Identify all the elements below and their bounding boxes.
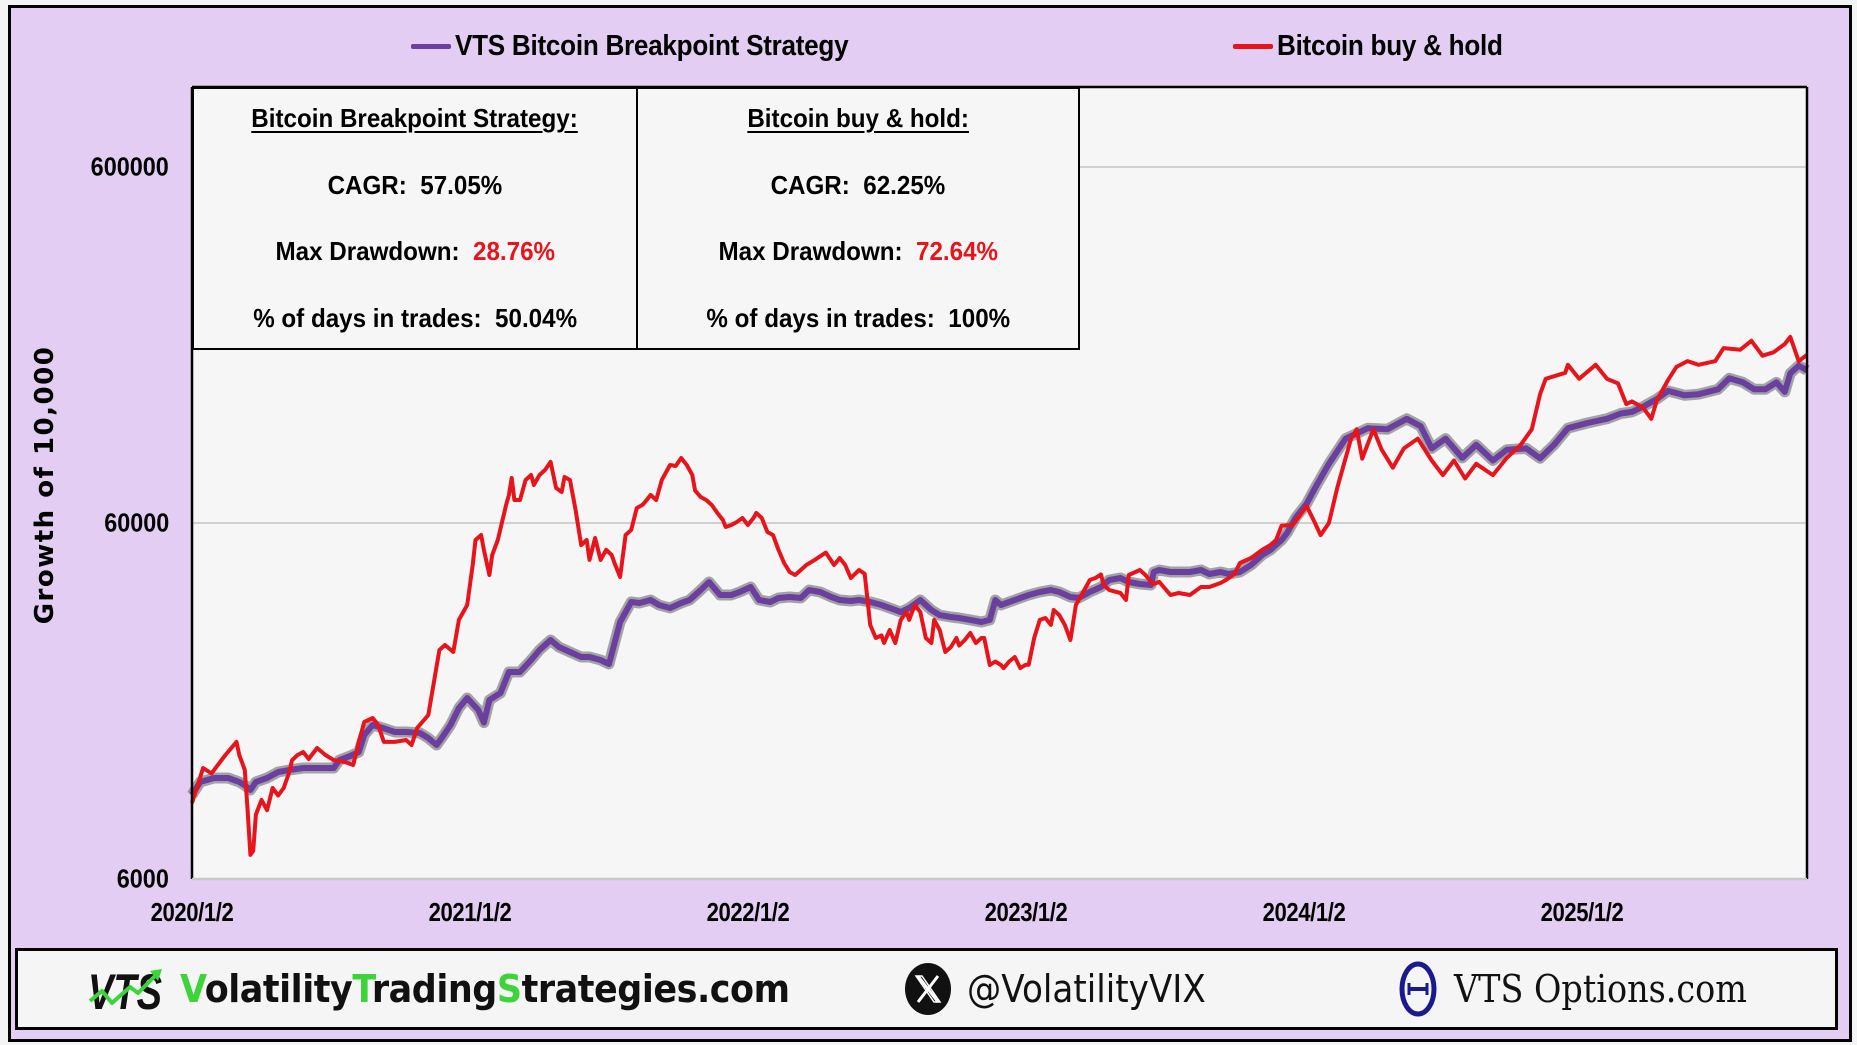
stats-column-buyhold: Bitcoin buy & hold: CAGR: 62.25% Max Dra… — [638, 89, 1078, 348]
legend-swatch-strategy — [411, 43, 451, 49]
days-value: 50.04% — [494, 302, 577, 333]
days-label: % of days in trades: — [253, 302, 482, 333]
series-group — [187, 334, 1810, 857]
legend-label-buyhold: Bitcoin buy & hold — [1277, 29, 1503, 62]
site-part-rading: rading — [371, 967, 497, 1011]
y-tick-label: 6000 — [116, 863, 169, 894]
site-letter-v: V — [180, 967, 205, 1011]
legend-label-strategy: VTS Bitcoin Breakpoint Strategy — [455, 29, 849, 62]
site-letter-t: T — [352, 967, 372, 1011]
x-logo-icon — [905, 963, 951, 1015]
series-line-buyhold — [190, 334, 1809, 857]
cagr-label: CAGR: — [327, 169, 407, 200]
vts-website-link[interactable]: VolatilityTradingStrategies.com — [180, 967, 790, 1011]
x-tick-label: 2021/1/2 — [428, 897, 512, 927]
y-tick-label: 600000 — [90, 151, 169, 182]
vts-brand[interactable]: VTS VolatilityTradingStrategies.com — [86, 951, 843, 1027]
stats-drawdown-strategy: Max Drawdown: 28.76% — [275, 236, 555, 267]
legend-item-strategy: VTS Bitcoin Breakpoint Strategy — [411, 26, 892, 66]
x-account[interactable]: @VolatilityVIX — [903, 951, 1232, 1027]
vts-options-link[interactable]: VTS Options.com — [1454, 967, 1747, 1011]
legend-swatch-buyhold — [1233, 43, 1273, 49]
site-part-olatility: olatility — [204, 967, 353, 1011]
stats-title-strategy: Bitcoin Breakpoint Strategy: — [251, 103, 579, 133]
drawdown-value: 28.76% — [472, 236, 555, 267]
vts-logo-arrow-line — [88, 971, 160, 1005]
drawdown-label: Max Drawdown: — [718, 236, 903, 267]
stats-cagr-strategy: CAGR: 57.05% — [328, 170, 503, 201]
cagr-label: CAGR: — [770, 169, 850, 200]
y-axis-title: Growth of 10,000 — [30, 345, 60, 625]
drawdown-value: 72.64% — [915, 236, 998, 267]
days-value: 100% — [948, 302, 1010, 333]
y-tick-label: 60000 — [103, 507, 169, 538]
site-part-trategies: trategies.com — [521, 967, 790, 1011]
stats-table: Bitcoin Breakpoint Strategy: CAGR: 57.05… — [192, 87, 1080, 350]
footer-banner: VTS VolatilityTradingStrategies.com @Vol… — [15, 948, 1838, 1030]
stats-drawdown-buyhold: Max Drawdown: 72.64% — [718, 236, 998, 267]
drawdown-label: Max Drawdown: — [275, 236, 460, 267]
theta-logo-icon — [1399, 961, 1437, 1017]
vts-options-brand[interactable]: VTS Options.com — [1396, 951, 1787, 1027]
x-tick-label: 2020/1/2 — [150, 897, 234, 927]
stats-column-strategy: Bitcoin Breakpoint Strategy: CAGR: 57.05… — [194, 89, 638, 348]
legend-item-buyhold: Bitcoin buy & hold — [1233, 26, 1528, 66]
vts-logo-arrow-head — [150, 969, 162, 981]
series-line-strategy — [189, 362, 1809, 797]
cagr-value: 57.05% — [420, 169, 503, 200]
vts-logo-icon: VTS — [88, 964, 162, 1017]
stats-days-strategy: % of days in trades: 50.04% — [253, 303, 577, 334]
x-tick-label: 2024/1/2 — [1262, 897, 1346, 927]
x-handle-link[interactable]: @VolatilityVIX — [967, 967, 1206, 1011]
x-tick-label: 2022/1/2 — [706, 897, 790, 927]
stats-days-buyhold: % of days in trades: 100% — [706, 303, 1010, 334]
site-letter-s: S — [496, 967, 522, 1011]
days-label: % of days in trades: — [706, 302, 935, 333]
x-tick-label: 2025/1/2 — [1540, 897, 1624, 927]
stats-cagr-buyhold: CAGR: 62.25% — [771, 170, 946, 201]
stats-title-buyhold: Bitcoin buy & hold: — [747, 103, 969, 133]
x-tick-label: 2023/1/2 — [984, 897, 1068, 927]
cagr-value: 62.25% — [863, 169, 946, 200]
